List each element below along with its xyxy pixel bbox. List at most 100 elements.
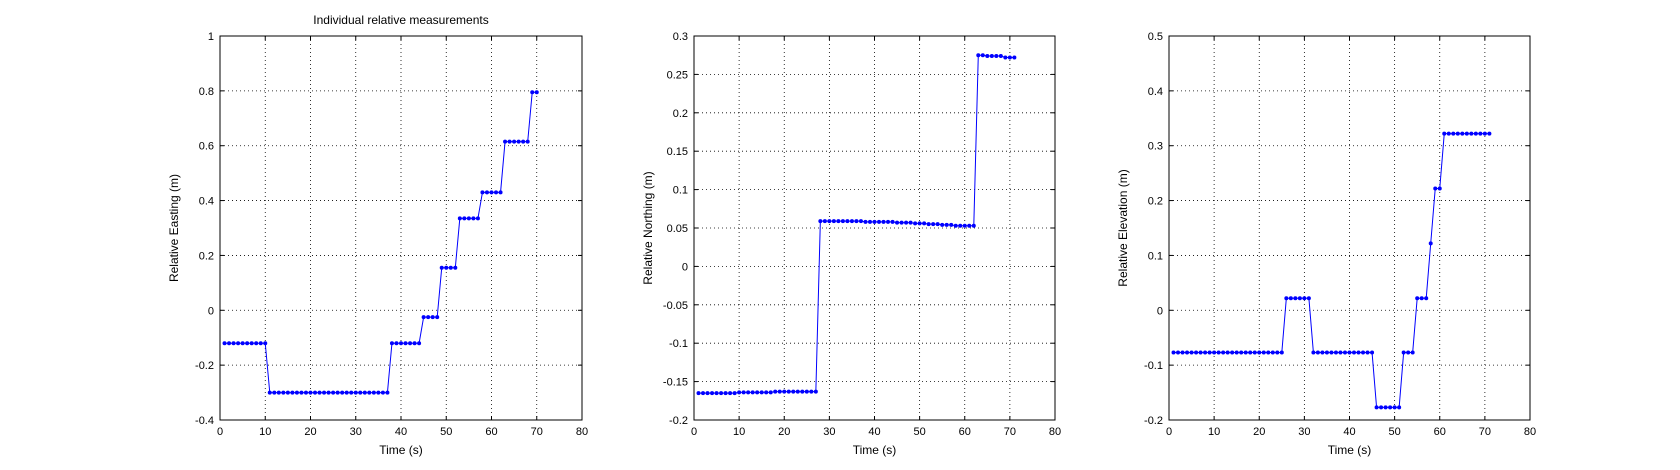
- data-point: [1451, 131, 1456, 136]
- data-point: [516, 139, 521, 144]
- data-point: [412, 341, 417, 346]
- data-point: [872, 219, 877, 224]
- y-tick-label: 0.4: [199, 196, 214, 208]
- data-point: [1302, 296, 1307, 301]
- data-point: [466, 216, 471, 221]
- data-point: [394, 341, 399, 346]
- data-point: [944, 222, 949, 227]
- data-point: [949, 222, 954, 227]
- data-point: [1252, 350, 1257, 355]
- data-point: [322, 390, 327, 395]
- x-tick-label: 10: [733, 426, 745, 438]
- data-point: [714, 391, 719, 396]
- data-point: [881, 219, 886, 224]
- x-tick-label: 10: [1208, 426, 1220, 438]
- data-point: [1315, 350, 1320, 355]
- y-tick-label: -0.15: [663, 377, 688, 389]
- data-point: [971, 223, 976, 228]
- data-point: [1487, 131, 1492, 136]
- data-point: [1221, 350, 1226, 355]
- y-tick-label: -0.4: [195, 415, 214, 427]
- data-point: [976, 53, 981, 58]
- y-axis-label: Relative Easting (m): [167, 174, 181, 282]
- data-point: [1424, 296, 1429, 301]
- x-axis-label: Time (s): [379, 443, 423, 457]
- data-point: [1320, 350, 1325, 355]
- data-point: [475, 216, 480, 221]
- data-point: [989, 53, 994, 58]
- data-point: [1171, 350, 1176, 355]
- data-point: [1478, 131, 1483, 136]
- data-point: [489, 190, 494, 195]
- y-tick-label: -0.05: [663, 300, 688, 312]
- data-point: [998, 53, 1003, 58]
- data-point: [385, 390, 390, 395]
- data-point: [985, 53, 990, 58]
- data-point: [317, 390, 322, 395]
- x-tick-label: 40: [395, 426, 407, 438]
- x-tick-label: 60: [1434, 426, 1446, 438]
- data-point: [827, 219, 832, 224]
- data-point: [1248, 350, 1253, 355]
- data-point: [958, 223, 963, 228]
- x-tick-label: 70: [1004, 426, 1016, 438]
- x-tick-label: 50: [1389, 426, 1401, 438]
- data-point: [1361, 350, 1366, 355]
- data-point: [1203, 350, 1208, 355]
- data-point: [521, 139, 526, 144]
- data-point: [276, 390, 281, 395]
- y-axis-label: Relative Northing (m): [641, 171, 655, 284]
- data-point: [1401, 350, 1406, 355]
- data-point: [926, 222, 931, 227]
- y-tick-label: -0.1: [1144, 360, 1163, 372]
- data-point: [1207, 350, 1212, 355]
- data-point: [1482, 131, 1487, 136]
- data-point: [791, 389, 796, 394]
- data-point: [1297, 296, 1302, 301]
- y-tick-label: 0: [1157, 305, 1163, 317]
- data-point: [1437, 186, 1442, 191]
- y-tick-label: 0.15: [667, 146, 688, 158]
- data-point: [940, 222, 945, 227]
- data-point: [335, 390, 340, 395]
- data-point: [403, 341, 408, 346]
- data-point: [922, 221, 927, 226]
- data-point: [710, 391, 715, 396]
- data-point: [1293, 296, 1298, 301]
- data-point: [822, 219, 827, 224]
- x-axis-label: Time (s): [1328, 443, 1372, 457]
- data-point: [530, 90, 535, 95]
- data-point: [1433, 186, 1438, 191]
- data-point: [1243, 350, 1248, 355]
- data-point: [818, 219, 823, 224]
- data-point: [417, 341, 422, 346]
- data-point: [453, 265, 458, 270]
- data-point: [1189, 350, 1194, 355]
- subplot-elevation: 0 10 20 30 40 50 60 70 80 -0.2 -0.1 0 0.1 0.2 0.3 0.4 0.…: [1116, 31, 1536, 457]
- data-point: [1275, 350, 1280, 355]
- x-tick-label: 40: [868, 426, 880, 438]
- data-point: [1460, 131, 1465, 136]
- data-point: [719, 391, 724, 396]
- data-point: [525, 139, 530, 144]
- x-tick-label: 70: [531, 426, 543, 438]
- data-point: [845, 219, 850, 224]
- y-tick-label: 0.4: [1148, 86, 1163, 98]
- data-point: [840, 219, 845, 224]
- data-point: [980, 53, 985, 58]
- data-point: [768, 390, 773, 395]
- data-point: [448, 265, 453, 270]
- data-point: [1198, 350, 1203, 355]
- data-point: [421, 315, 426, 320]
- data-point: [263, 341, 268, 346]
- data-point: [831, 219, 836, 224]
- data-point: [1356, 350, 1361, 355]
- data-point: [1397, 405, 1402, 410]
- data-point: [512, 139, 517, 144]
- data-point: [858, 219, 863, 224]
- data-point: [1392, 405, 1397, 410]
- data-point: [249, 341, 254, 346]
- data-point: [471, 216, 476, 221]
- x-tick-label: 40: [1343, 426, 1355, 438]
